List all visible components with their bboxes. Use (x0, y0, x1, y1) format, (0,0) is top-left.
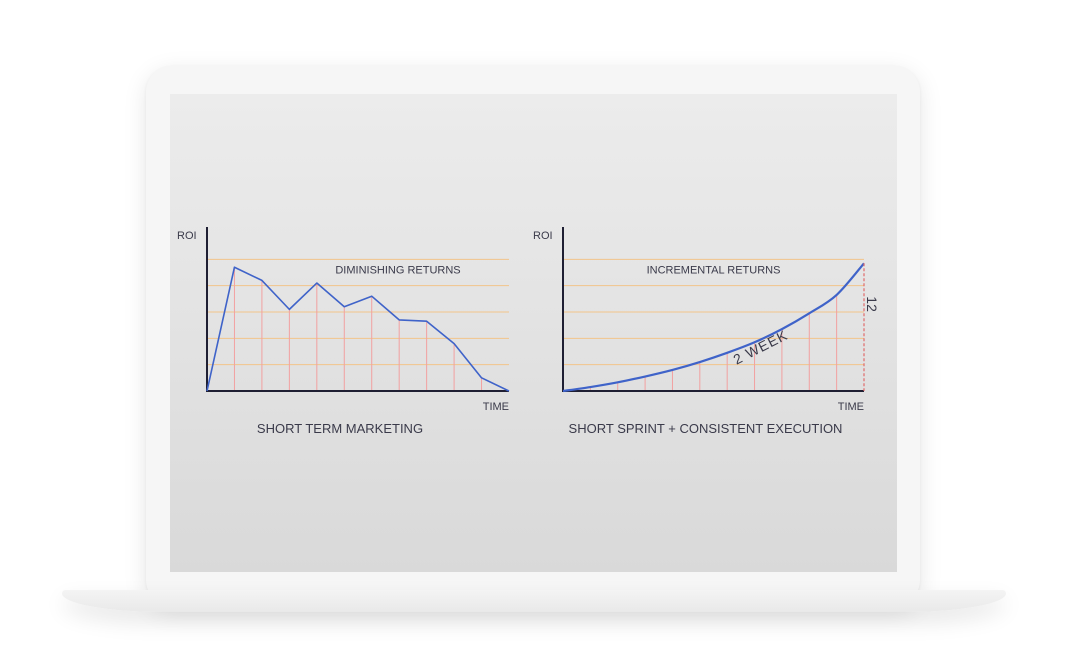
grid-lines (207, 258, 509, 366)
roi-series-curve (562, 262, 865, 393)
y-axis-label: ROI (533, 230, 553, 242)
chart-annotation: DIMINISHING RETURNS (335, 264, 460, 276)
short-sprint-chart: ROI TIME INCREMENTAL RETURNS SHORT SPRIN… (533, 227, 880, 436)
short-term-marketing-chart: ROI TIME DIMINISHING RETURNS SHORT TERM … (177, 227, 510, 436)
curve-label: 2 WEEK (731, 327, 791, 368)
chart-title: SHORT TERM MARKETING (257, 421, 423, 436)
drop-lines (589, 294, 838, 391)
y-axis-label: ROI (177, 230, 197, 242)
x-axis-label: TIME (483, 401, 509, 413)
chart-title: SHORT SPRINT + CONSISTENT EXECUTION (569, 421, 843, 436)
grid-lines (563, 258, 864, 366)
drop-lines (233, 267, 483, 391)
chart-annotation: INCREMENTAL RETURNS (647, 264, 781, 276)
end-label: 12 (864, 296, 880, 312)
x-axis-label: TIME (838, 401, 864, 413)
laptop-base (62, 590, 1006, 612)
roi-series-line (206, 266, 510, 392)
